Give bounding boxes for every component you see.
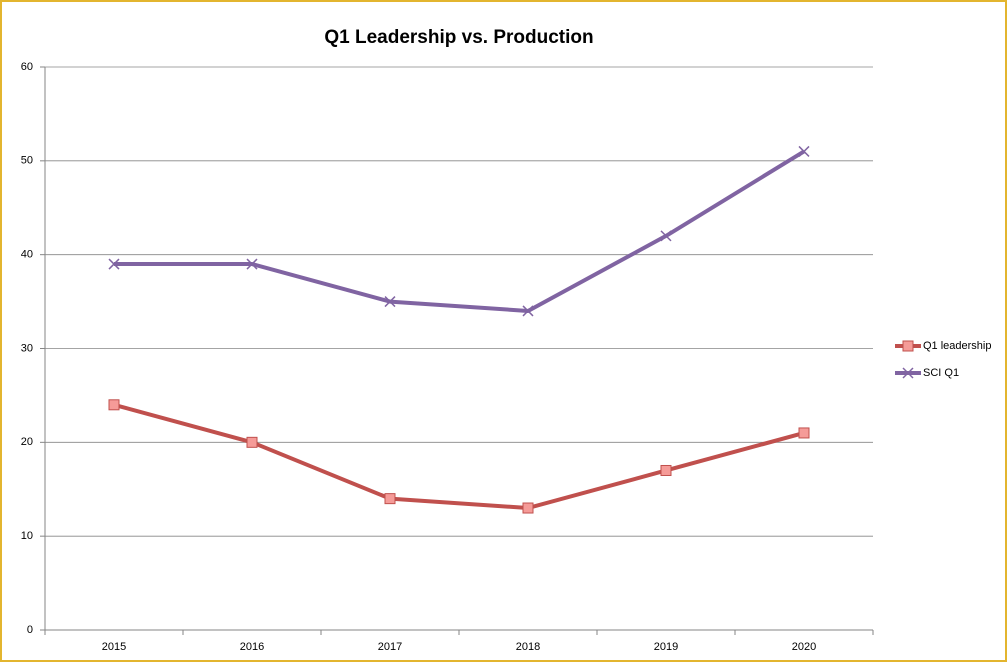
- legend-marker: [902, 367, 914, 379]
- marker: [660, 464, 672, 476]
- marker: [246, 436, 258, 448]
- y-tick-label: 0: [27, 624, 33, 636]
- legend-label: SCI Q1: [923, 367, 959, 379]
- marker: [108, 399, 120, 411]
- x-tick-label: 2020: [792, 641, 816, 653]
- marker: [522, 502, 534, 514]
- series-line: [113, 402, 805, 511]
- marker: [108, 258, 120, 270]
- y-tick-label: 60: [21, 61, 33, 73]
- marker: [660, 230, 672, 242]
- marker: [798, 427, 810, 439]
- x-tick-label: 2017: [378, 641, 402, 653]
- x-tick-label: 2019: [654, 641, 678, 653]
- marker: [246, 258, 258, 270]
- marker: [798, 145, 810, 157]
- marker: [384, 493, 396, 505]
- y-tick-label: 10: [21, 530, 33, 542]
- y-tick-label: 50: [21, 155, 33, 167]
- marker: [522, 305, 534, 317]
- marker: [384, 296, 396, 308]
- y-tick-label: 40: [21, 249, 33, 261]
- x-tick-label: 2015: [102, 641, 126, 653]
- x-tick-label: 2018: [516, 641, 540, 653]
- legend-label: Q1 leadership: [923, 340, 992, 352]
- chart-title: Q1 Leadership vs. Production: [324, 27, 593, 48]
- series-line: [114, 149, 806, 313]
- x-tick-label: 2016: [240, 641, 264, 653]
- y-tick-label: 20: [21, 436, 33, 448]
- y-tick-label: 30: [21, 342, 33, 354]
- legend-marker: [902, 340, 914, 352]
